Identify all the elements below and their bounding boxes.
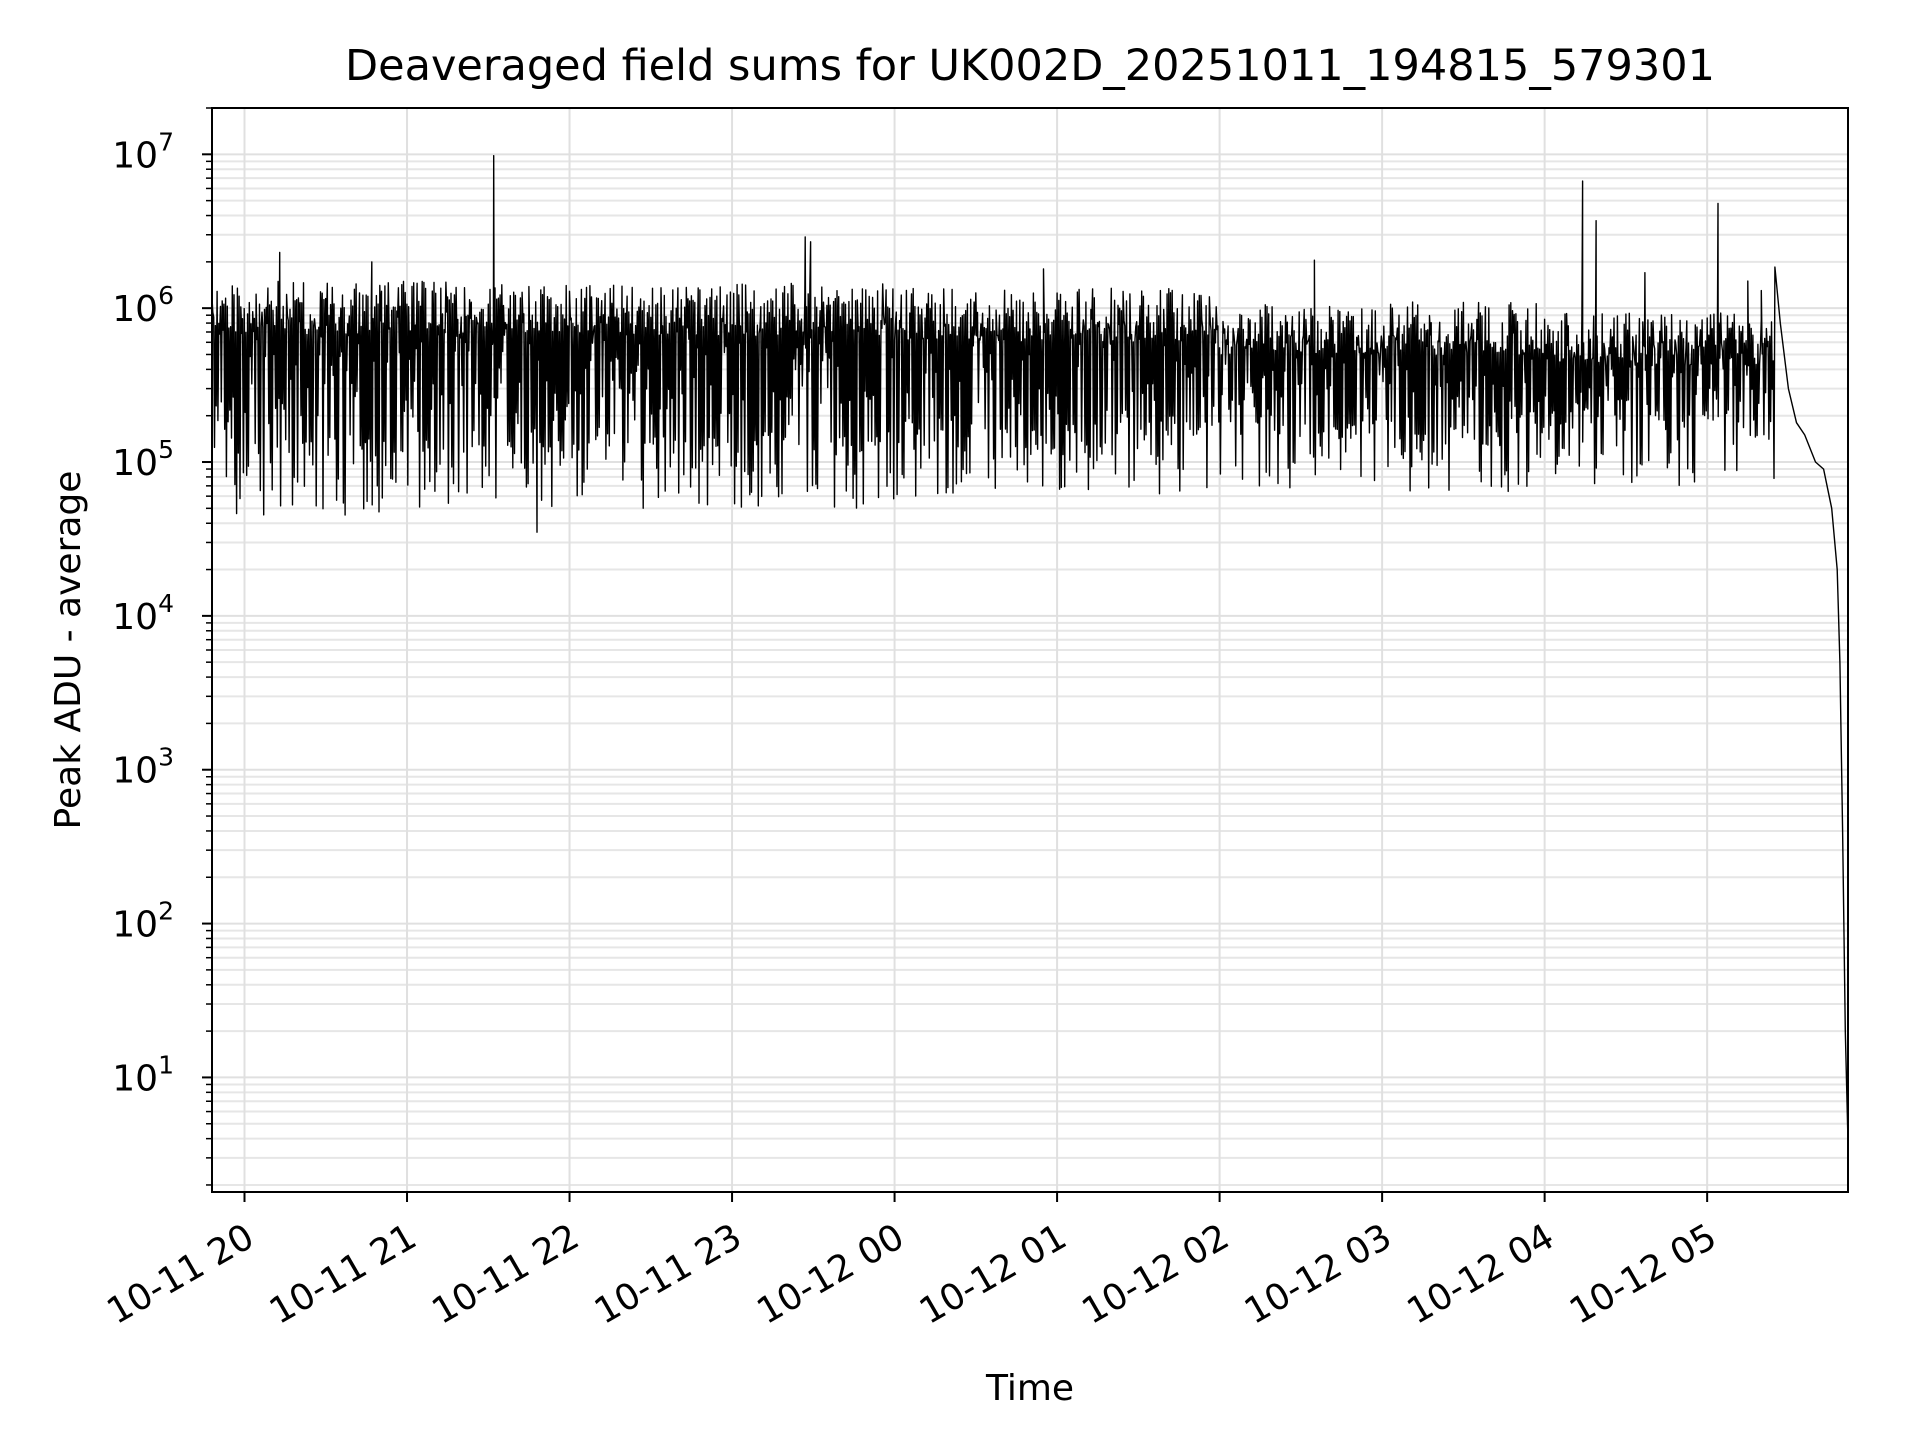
y-tick-label: 107 <box>112 127 174 176</box>
y-tick-label: 106 <box>112 281 174 330</box>
y-tick-label: 105 <box>112 435 174 484</box>
y-tick-label-exponent: 1 <box>158 1050 174 1079</box>
grid-lines <box>212 107 1848 1192</box>
y-tick-label-base: 10 <box>112 905 158 946</box>
y-tick-label-exponent: 5 <box>158 435 174 464</box>
y-tick-label-base: 10 <box>112 751 158 792</box>
y-tick-label-exponent: 2 <box>158 897 174 926</box>
y-tick-label: 103 <box>112 743 174 792</box>
y-tick-label-exponent: 4 <box>158 589 174 618</box>
y-tick-label-base: 10 <box>112 135 158 176</box>
y-tick-label-exponent: 6 <box>158 281 174 310</box>
y-tick-label-base: 10 <box>112 597 158 638</box>
y-tick-label: 101 <box>112 1050 174 1099</box>
y-tick-label-base: 10 <box>112 289 158 330</box>
y-tick-label-base: 10 <box>112 1058 158 1099</box>
y-tick-label-base: 10 <box>112 443 158 484</box>
y-axis-title: Peak ADU - average <box>48 471 89 830</box>
y-tick-label: 104 <box>112 589 174 638</box>
series-line <box>211 155 1849 1143</box>
data-series <box>211 155 1849 1143</box>
y-tick-label: 102 <box>112 897 174 946</box>
chart-title: Deaveraged field sums for UK002D_2025101… <box>345 41 1715 91</box>
x-axis-title: Time <box>985 1368 1074 1409</box>
y-tick-label-exponent: 7 <box>158 127 174 156</box>
y-tick-label-exponent: 3 <box>158 743 174 772</box>
